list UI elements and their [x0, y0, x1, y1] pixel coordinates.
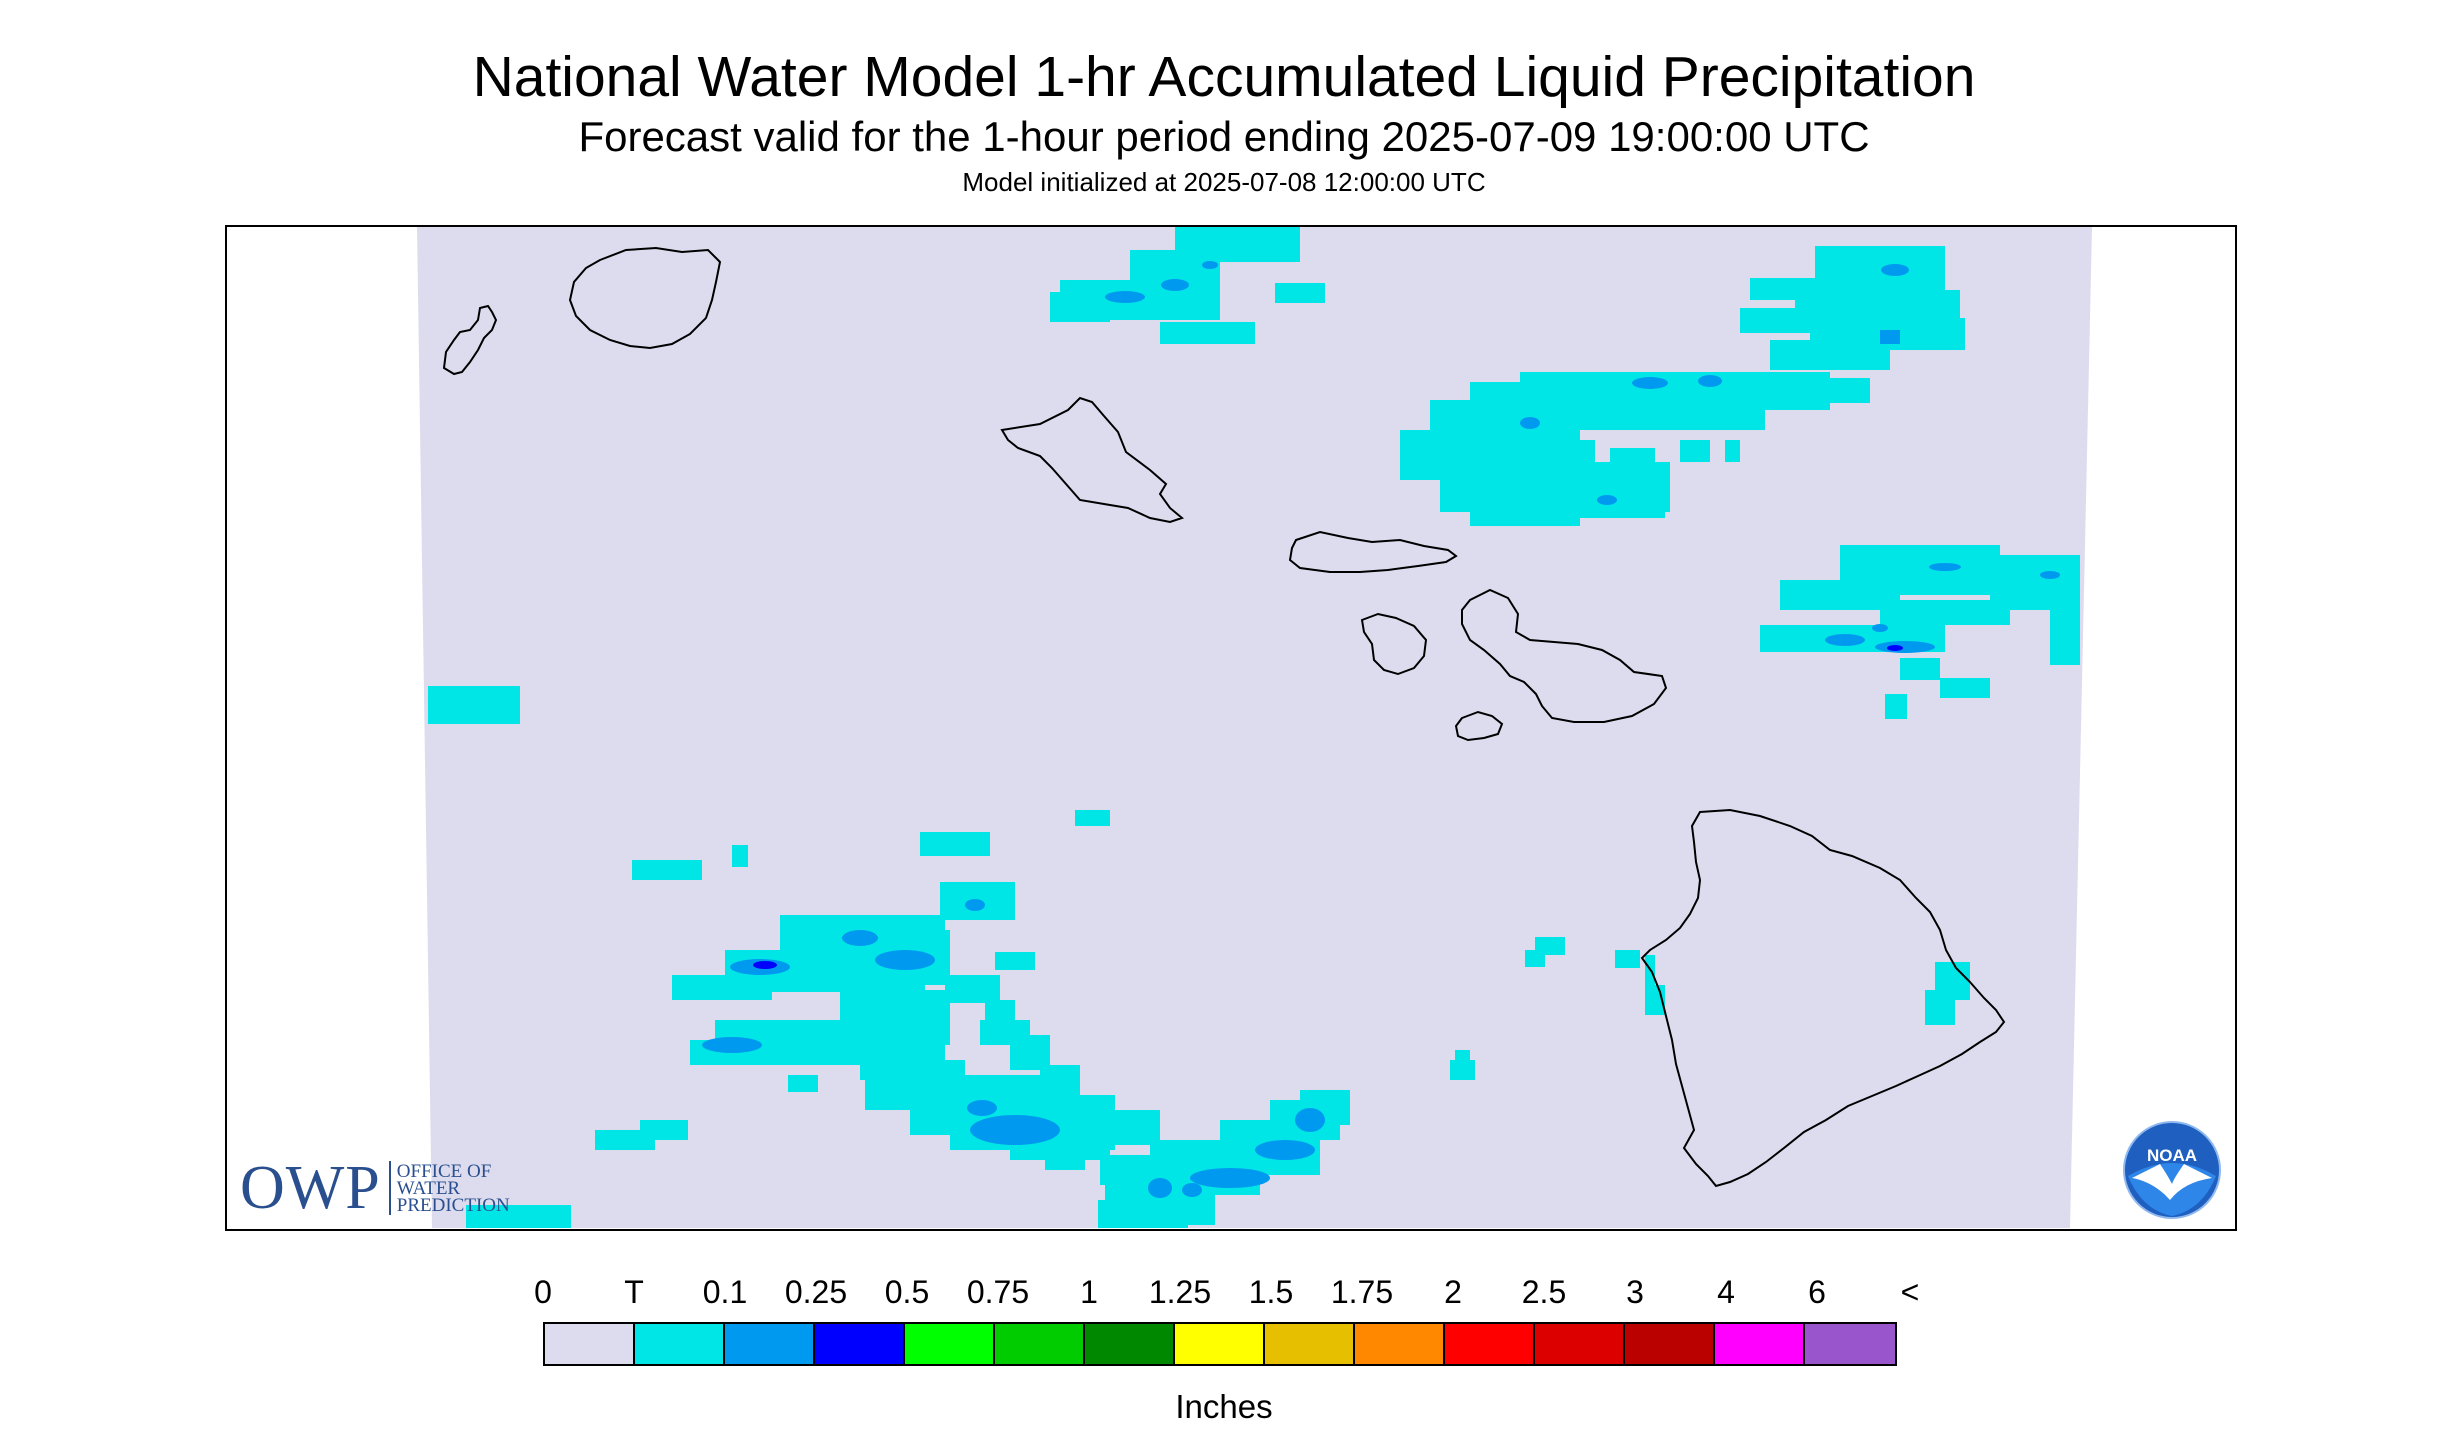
legend-tick: 0	[534, 1274, 552, 1310]
legend-swatch	[1805, 1324, 1895, 1364]
legend-swatch	[1625, 1324, 1715, 1364]
owp-logo-line2: WATER	[396, 1177, 461, 1199]
legend-tick: 1.5	[1248, 1274, 1294, 1310]
island-kahoolawe	[1454, 710, 1504, 742]
owp-logo-divider	[388, 1161, 391, 1215]
owp-logo: OWP OFFICE OF WATER PREDICTION	[240, 1154, 510, 1222]
legend-swatch	[1355, 1324, 1445, 1364]
legend-swatch	[995, 1324, 1085, 1364]
island-oahu	[1000, 396, 1185, 524]
island-niihau	[442, 304, 498, 376]
noaa-logo: NOAA	[2122, 1120, 2222, 1220]
legend-swatch	[1715, 1324, 1805, 1364]
legend-tick: 0.5	[884, 1274, 930, 1310]
island-hawaii	[1640, 808, 2006, 1188]
forecast-valid-subtitle: Forecast valid for the 1-hour period end…	[578, 113, 1870, 160]
legend-tick: 1.25	[1148, 1274, 1212, 1310]
legend-colorbar	[543, 1322, 1897, 1366]
legend-swatch	[815, 1324, 905, 1364]
owp-logo-mark: OWP	[240, 1154, 381, 1222]
island-coastlines	[442, 246, 2006, 1188]
legend-tick: 1	[1080, 1274, 1098, 1310]
model-init-caption: Model initialized at 2025-07-08 12:00:00…	[962, 167, 1486, 197]
legend-tick: T	[624, 1274, 644, 1310]
island-lanai	[1360, 612, 1428, 676]
legend-swatch	[905, 1324, 995, 1364]
island-molokai	[1288, 530, 1458, 573]
legend-swatch	[1535, 1324, 1625, 1364]
legend-tick: 0.25	[784, 1274, 848, 1310]
island-maui	[1461, 588, 1668, 723]
legend-swatch	[635, 1324, 725, 1364]
legend-tick: 3	[1626, 1274, 1644, 1310]
legend-tick: <	[1900, 1274, 1920, 1310]
legend-tick: 2.5	[1521, 1274, 1567, 1310]
legend-swatch	[1175, 1324, 1265, 1364]
noaa-logo-emblem	[2123, 1121, 2221, 1219]
model-domain	[417, 227, 2092, 1228]
island-kauai	[568, 246, 722, 350]
precip-moderate-cells	[753, 645, 1903, 969]
legend-tick: 0.75	[966, 1274, 1030, 1310]
legend-tick: 6	[1808, 1274, 1826, 1310]
legend-swatch	[1265, 1324, 1355, 1364]
legend-units-label: Inches	[1175, 1388, 1273, 1425]
legend-swatch	[545, 1324, 635, 1364]
noaa-logo-text: NOAA	[2146, 1146, 2198, 1165]
owp-logo-line1: OFFICE OF	[396, 1160, 492, 1182]
legend-tick: 0.1	[702, 1274, 748, 1310]
owp-logo-line3: PREDICTION	[396, 1194, 510, 1216]
map-title: National Water Model 1-hr Accumulated Li…	[472, 45, 1976, 109]
legend-swatch	[725, 1324, 815, 1364]
legend-tick: 1.75	[1330, 1274, 1394, 1310]
legend-tick: 2	[1444, 1274, 1462, 1310]
legend-swatch	[1085, 1324, 1175, 1364]
legend-swatch	[1445, 1324, 1535, 1364]
owp-logo-text: OFFICE OF WATER PREDICTION	[396, 1160, 510, 1216]
legend-tick: 4	[1717, 1274, 1735, 1310]
